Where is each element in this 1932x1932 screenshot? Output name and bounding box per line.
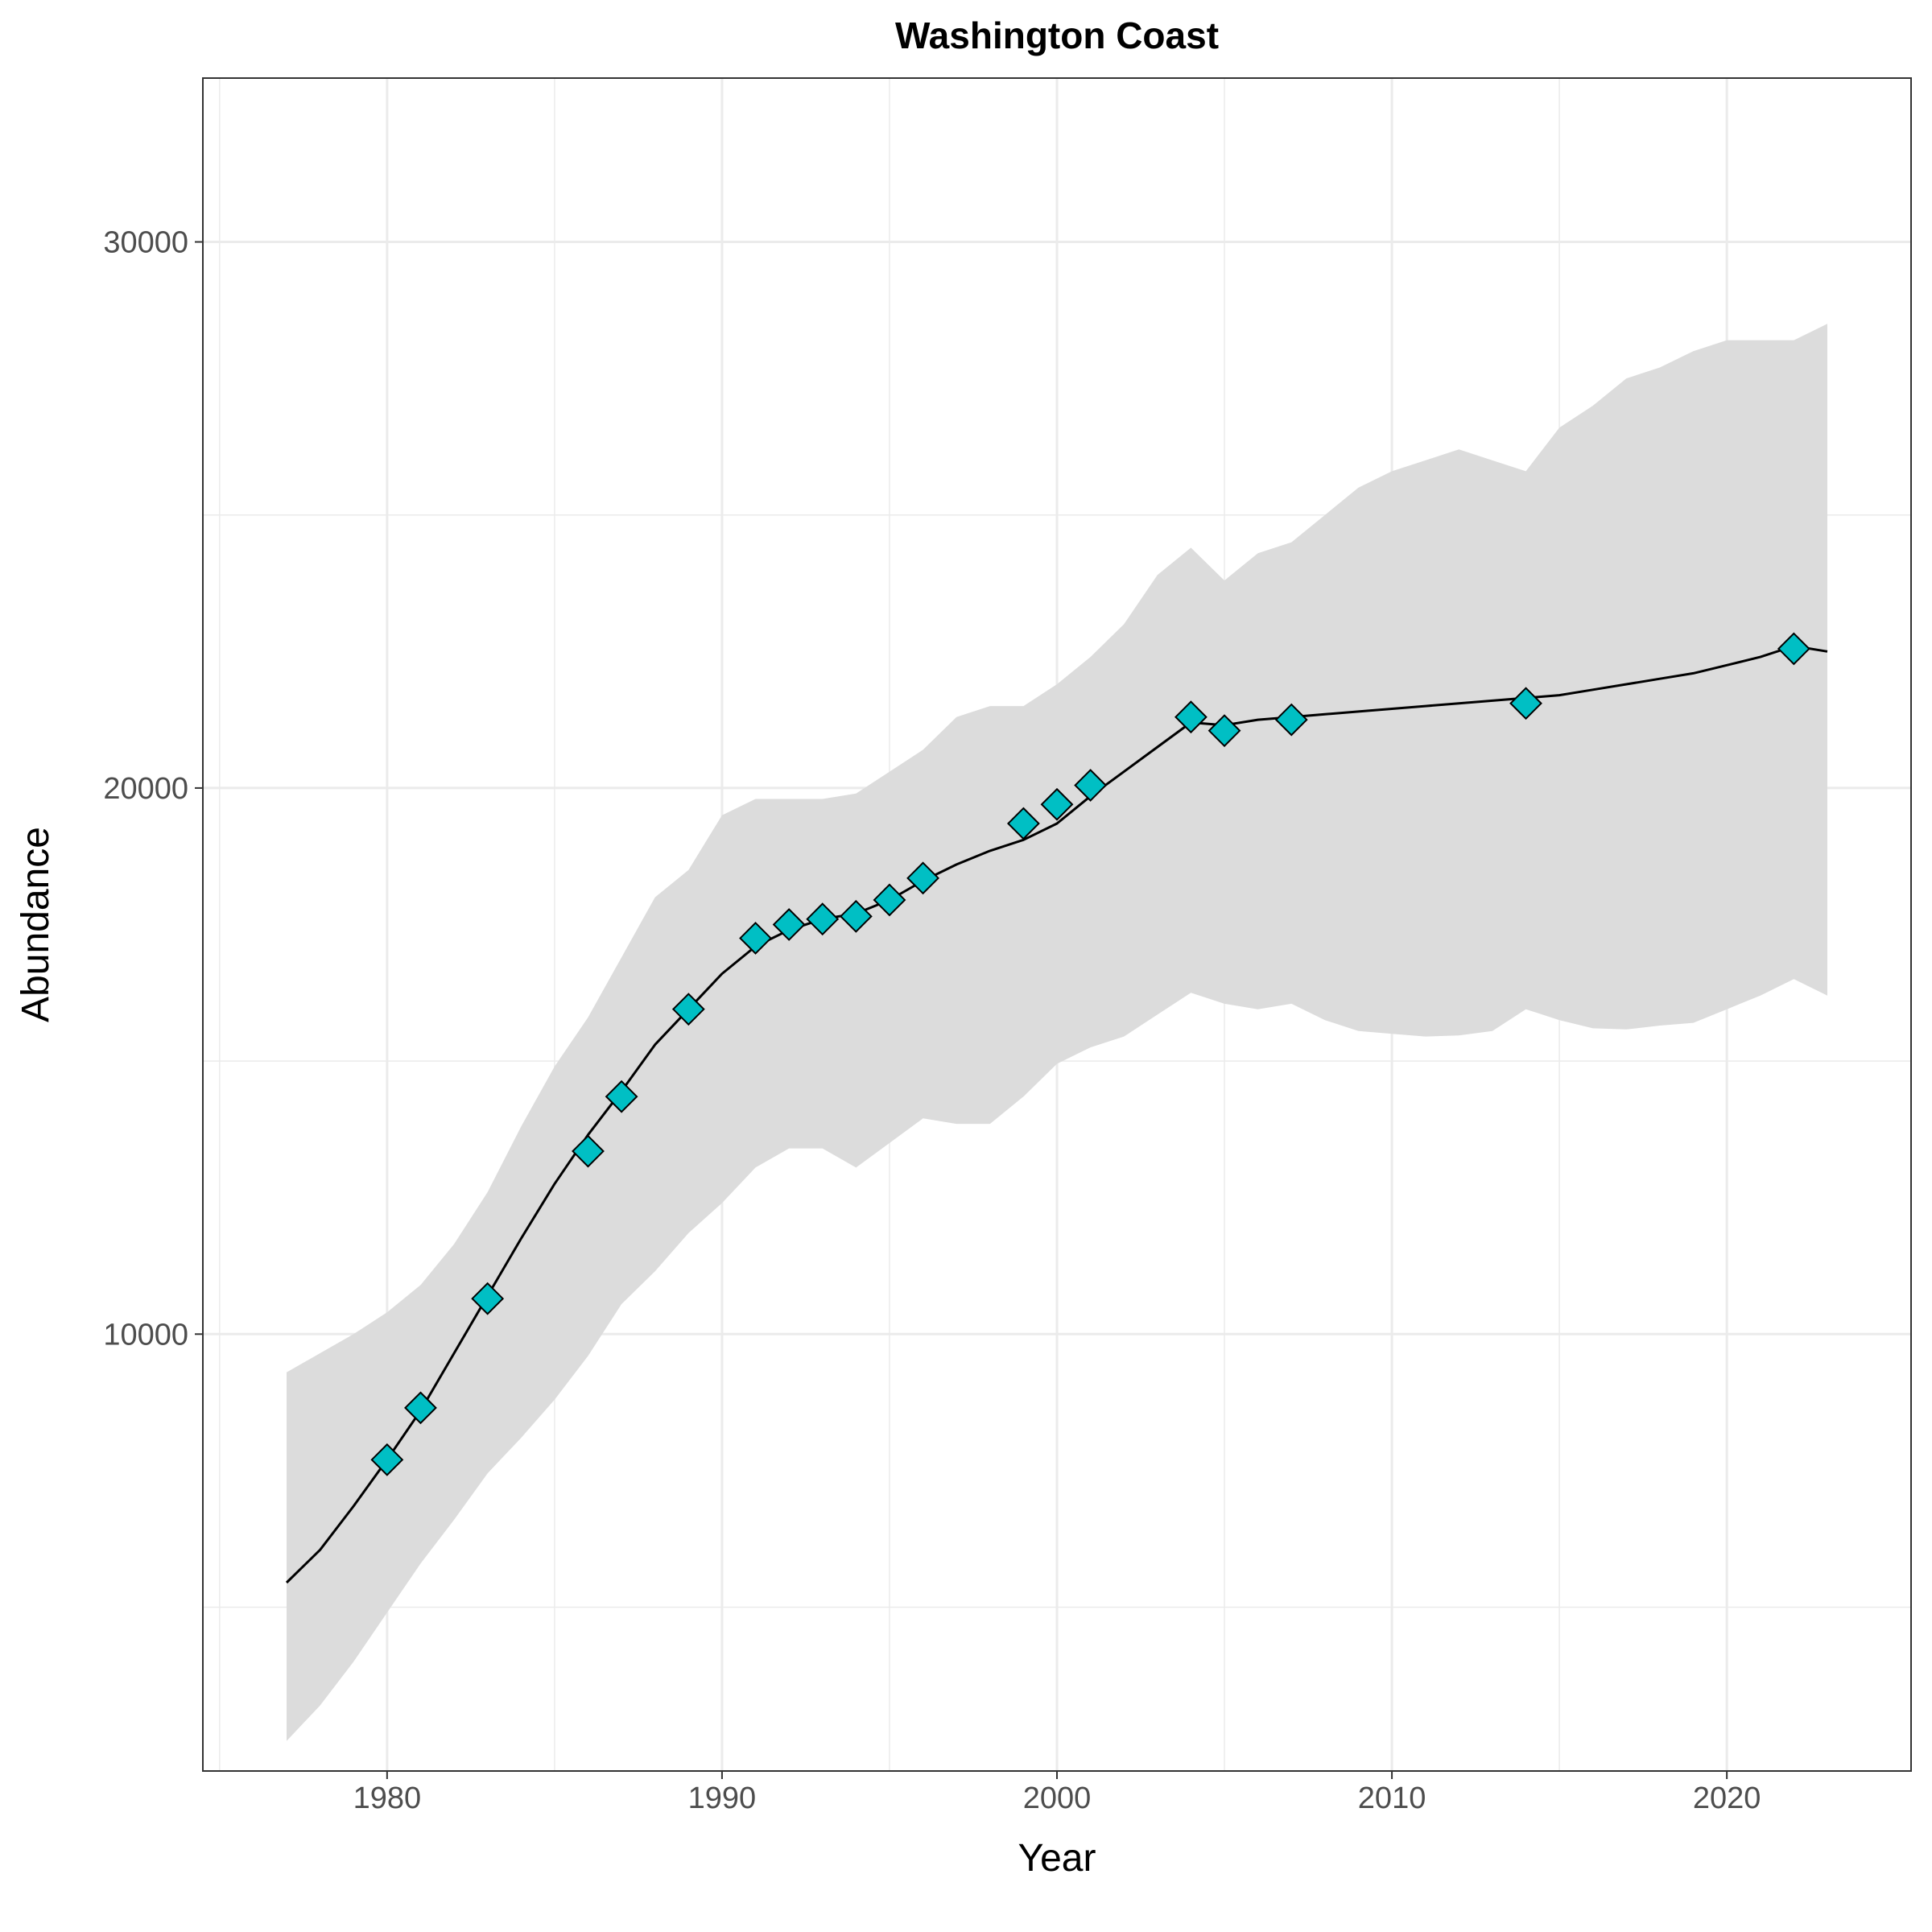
y-axis-title: Abundance <box>14 827 57 1022</box>
y-axis-ticks: 10000 20000 30000 <box>103 226 203 1352</box>
y-tick-label: 20000 <box>103 772 188 806</box>
survey-point-marker <box>404 1391 437 1425</box>
survey-point-marker <box>906 861 939 895</box>
x-axis-title: Year <box>1018 1837 1096 1880</box>
survey-point-marker <box>739 922 772 955</box>
x-tick-label: 2020 <box>1693 1781 1761 1815</box>
survey-point-marker <box>1174 700 1208 734</box>
survey-point-marker <box>806 902 840 936</box>
y-tick-label: 10000 <box>103 1318 188 1352</box>
survey-point-marker <box>839 899 873 933</box>
x-tick-label: 2010 <box>1358 1781 1426 1815</box>
y-tick-label: 30000 <box>103 226 188 260</box>
survey-point-marker <box>1074 769 1108 802</box>
survey-point-marker <box>471 1282 505 1315</box>
chart-title: Washington Coast <box>895 14 1219 56</box>
survey-point-marker <box>370 1443 404 1476</box>
x-axis-ticks: 1980 1990 2000 2010 2020 <box>353 1771 1761 1815</box>
survey-point-marker <box>1274 703 1308 737</box>
x-tick-label: 2000 <box>1023 1781 1092 1815</box>
confidence-band <box>287 324 1827 1741</box>
survey-point-marker <box>605 1080 638 1113</box>
survey-point-marker <box>671 993 705 1026</box>
survey-point-marker <box>1509 687 1542 720</box>
abundance-trend-line <box>285 645 1828 1584</box>
survey-point-marker <box>1040 787 1074 821</box>
survey-point-marker <box>572 1134 605 1168</box>
x-tick-label: 1990 <box>688 1781 757 1815</box>
survey-points-layer <box>370 632 1810 1476</box>
confidence-band-layer <box>287 324 1827 1741</box>
survey-point-marker <box>772 908 806 941</box>
trend-line-layer <box>285 645 1828 1584</box>
survey-point-marker <box>1777 632 1810 666</box>
survey-point-marker <box>873 883 906 917</box>
x-tick-label: 1980 <box>353 1781 422 1815</box>
survey-point-marker <box>1208 714 1241 748</box>
survey-point-marker <box>1006 807 1040 840</box>
